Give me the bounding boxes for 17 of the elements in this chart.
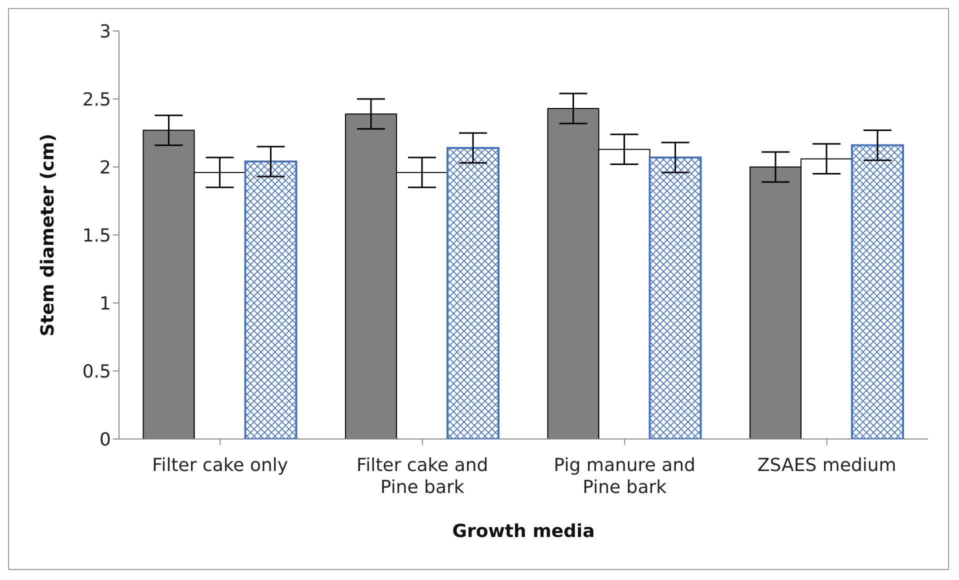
y-tick-label: 1.5 bbox=[82, 225, 111, 246]
bar bbox=[446, 146, 500, 439]
y-tick-label: 3 bbox=[100, 21, 111, 42]
y-tick-label: 1 bbox=[100, 293, 111, 314]
bar bbox=[244, 160, 298, 439]
y-tick-label: 2.5 bbox=[82, 89, 111, 110]
x-tick-label: Pig manure and Pine bark bbox=[554, 455, 696, 498]
x-tick-label: Filter cake only bbox=[152, 455, 288, 476]
bar bbox=[851, 144, 904, 439]
y-axis-title: Stem diameter (cm) bbox=[37, 134, 58, 336]
x-tick-label: Filter cake and Pine bark bbox=[356, 455, 488, 498]
x-axis-title: Growth media bbox=[452, 521, 595, 542]
y-tick-label: 0 bbox=[100, 429, 111, 450]
y-tick-label: 0.5 bbox=[82, 361, 111, 382]
bar bbox=[648, 156, 702, 439]
x-tick-label: ZSAES medium bbox=[757, 455, 896, 476]
y-tick-label: 2 bbox=[100, 157, 111, 178]
